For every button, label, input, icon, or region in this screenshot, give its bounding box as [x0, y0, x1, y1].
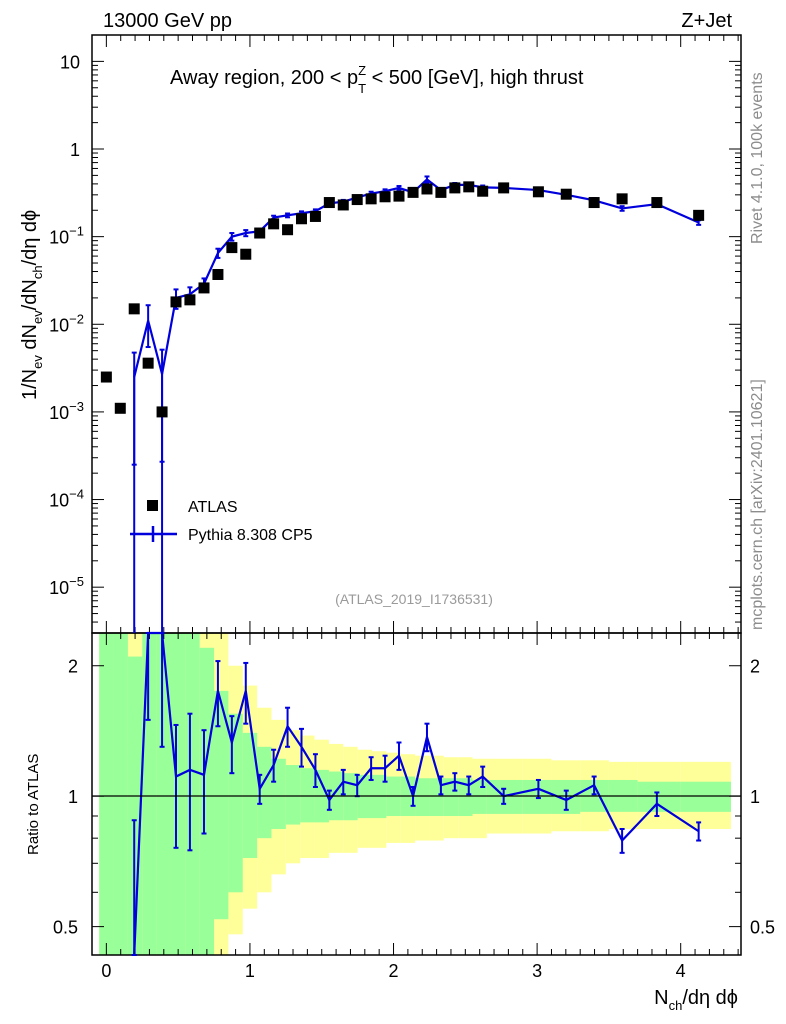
atlas-point [393, 190, 405, 202]
atlas-point [212, 268, 224, 280]
band-green-bin [472, 779, 487, 814]
band-green-bin [170, 633, 186, 955]
atlas-point [463, 181, 475, 193]
atlas-point [295, 213, 307, 225]
header-left: 13000 GeV pp [103, 10, 232, 32]
legend-label-atlas: ATLAS [188, 499, 238, 516]
atlas-point [128, 303, 140, 315]
band-green-bin [199, 647, 215, 955]
atlas-point [407, 186, 419, 198]
atlas-point [226, 242, 238, 254]
chart-title: Away region, 200 < pTZ < 500 [GeV], high… [170, 63, 584, 96]
title-sup: Z [358, 63, 366, 78]
title-prefix: Away region, 200 < p [170, 67, 358, 89]
atlas-point [184, 294, 196, 306]
atlas-point [170, 296, 182, 308]
atlas-point [477, 185, 489, 197]
mc-series-main [131, 175, 702, 633]
y-tick-label: 1 [70, 140, 80, 160]
y-tick-label: 10−4 [49, 487, 84, 511]
atlas-point [351, 194, 363, 206]
header-right: Z+Jet [681, 10, 732, 32]
y-tick-label: 10 [60, 52, 80, 72]
ratio-y-axis-label: Ratio to ATLAS [25, 754, 42, 855]
atlas-point [114, 402, 126, 414]
atlas-point [588, 197, 600, 209]
atlas-point [198, 282, 210, 294]
ratio-bands [99, 633, 731, 955]
x-tick-label: 4 [676, 961, 686, 981]
legend-marker-atlas [147, 500, 158, 511]
atlas-point [435, 186, 447, 198]
atlas-point [282, 224, 294, 236]
legend: ATLAS Pythia 8.308 CP5 [130, 499, 313, 544]
atlas-point [309, 210, 321, 222]
band-green-bin [415, 778, 430, 817]
band-green-bin [99, 633, 114, 955]
atlas-point [532, 186, 544, 198]
band-green-bin [142, 633, 157, 955]
x-tick-label: 2 [389, 961, 399, 981]
band-green-bin [113, 633, 128, 955]
atlas-point [449, 182, 461, 194]
ratio-tick-label-left: 2 [68, 657, 78, 677]
band-green-bin [522, 779, 552, 814]
ratio-tick-label-right: 0.5 [750, 918, 775, 938]
atlas-point [156, 406, 168, 418]
x-tick-label: 3 [532, 961, 542, 981]
atlas-point [365, 193, 377, 205]
atlas-series-main [100, 181, 705, 418]
band-green-bin [637, 781, 681, 812]
atlas-point [421, 183, 433, 195]
band-green-bin [271, 758, 286, 829]
y-tick-label: 10−3 [49, 399, 84, 423]
atlas-point [616, 193, 628, 205]
x-axis-label: Nch/dη dϕ [654, 987, 738, 1013]
atlas-point [560, 188, 572, 200]
analysis-tag: (ATLAS_2019_I1736531) [335, 591, 493, 607]
y-tick-label: 10−5 [49, 574, 84, 598]
band-green-bin [214, 690, 229, 920]
side-label-bottom: mcplots.cern.ch [arXiv:2401.10621] [749, 379, 766, 630]
band-green-bin [680, 781, 731, 812]
band-green-bin [285, 765, 301, 825]
band-green-bin [127, 656, 143, 955]
atlas-point [693, 209, 705, 221]
title-suffix: < 500 [GeV], high thrust [366, 67, 584, 89]
band-green-bin [156, 633, 171, 955]
atlas-point [240, 248, 252, 260]
x-tick-label: 0 [101, 961, 111, 981]
atlas-point [498, 182, 510, 194]
atlas-point [254, 227, 266, 239]
atlas-point [100, 371, 112, 383]
atlas-point [142, 357, 154, 369]
band-green-bin [300, 768, 315, 823]
band-green-bin [257, 746, 272, 839]
ratio-tick-label-left: 1 [68, 787, 78, 807]
y-axis-label: 1/Nev dNev/dNch/dη dϕ [19, 210, 45, 400]
title-sub: T [358, 81, 366, 96]
ratio-tick-label-right: 2 [750, 657, 760, 677]
side-label-top: Rivet 4.1.0, 100k events [749, 72, 766, 244]
atlas-point [379, 191, 391, 203]
atlas-point [651, 197, 663, 209]
x-tick-label: 1 [245, 961, 255, 981]
legend-label-mc: Pythia 8.308 CP5 [188, 527, 313, 544]
atlas-point [337, 199, 349, 211]
y-tick-label: 10−2 [49, 311, 84, 335]
ratio-plot-frame [91, 632, 742, 956]
atlas-point [323, 197, 335, 209]
ratio-tick-label-left: 0.5 [53, 918, 78, 938]
y-tick-label: 10−1 [49, 224, 84, 248]
atlas-point [268, 218, 280, 230]
ratio-tick-label-right: 1 [750, 787, 760, 807]
tick-labels: 0 1 2 3 4 10 1 10−1 10−2 10−3 10−4 10−5 2 2 1 1 0.5 0.5 [49, 52, 775, 981]
mc-series-ratio [131, 631, 702, 956]
band-green-bin [185, 633, 200, 955]
